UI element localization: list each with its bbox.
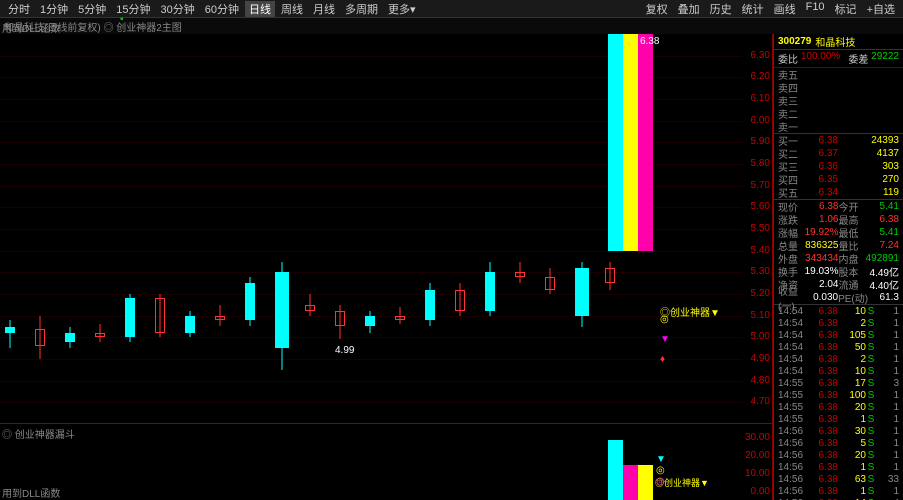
chart-area[interactable]: 6.306.206.106.005.905.805.705.605.505.40… (0, 34, 773, 500)
tick-row: 14:546.382S1 (774, 353, 903, 365)
tick-row: 14:556.3820S1 (774, 401, 903, 413)
sub-bar (608, 440, 623, 500)
signal-icon: ▼ (660, 334, 670, 345)
timeframe-6[interactable]: 日线 (245, 1, 275, 17)
tool-4[interactable]: 画线 (770, 1, 800, 17)
timeframe-7[interactable]: 周线 (277, 1, 307, 17)
tick-row: 14:556.3817S3 (774, 377, 903, 389)
tick-row: 14:546.3810S1 (774, 305, 903, 317)
tool-5[interactable]: F10 (802, 1, 829, 17)
tick-row: 14:566.3820S1 (774, 449, 903, 461)
tick-row: 14:546.3810S1 (774, 365, 903, 377)
tick-row: 14:566.381S1 (774, 485, 903, 497)
tool-0[interactable]: 复权 (642, 1, 672, 17)
limit-bar (608, 34, 623, 251)
timeframe-9[interactable]: 多周期 (341, 1, 382, 17)
signal-icon: ♦ (660, 354, 665, 365)
sub-chart[interactable]: ◎ 创业神器漏斗30.0020.0010.000.00▼◎◎◎创业神器▼用到DL… (0, 424, 772, 500)
stock-code: 300279 (778, 36, 811, 47)
sub-bar (638, 465, 653, 500)
timeframe-2[interactable]: 5分钟 (74, 1, 110, 17)
level-row: 卖一 (774, 120, 903, 133)
tick-row: 14:546.38105S1 (774, 329, 903, 341)
timeframe-5[interactable]: 60分钟 (201, 1, 243, 17)
timeframe-1[interactable]: 1分钟 (36, 1, 72, 17)
sub-bar (623, 465, 638, 500)
stock-header[interactable]: 300279 和晶科技 (774, 34, 903, 50)
timeframe-4[interactable]: 30分钟 (157, 1, 199, 17)
chart-title-bar: 和晶科技(日线前复权) ◎ 创业神器2主图 (0, 18, 903, 34)
tick-row: 14:546.3850S1 (774, 341, 903, 353)
signal-icon: ◎ (660, 314, 669, 325)
timeframe-toolbar: 分时1分钟5分钟15分钟30分钟60分钟日线周线月线多周期更多▾ 复权叠加历史统计… (0, 0, 903, 18)
tick-row: 14:556.38100S1 (774, 389, 903, 401)
main-chart[interactable]: 6.306.206.106.005.905.805.705.605.505.40… (0, 34, 772, 424)
limit-bar (623, 34, 638, 251)
tick-row: 14:566.381S1 (774, 461, 903, 473)
tick-row: 14:566.3863S33 (774, 473, 903, 485)
tick-row: 14:566.385S1 (774, 437, 903, 449)
timeframe-0[interactable]: 分时 (4, 1, 34, 17)
info-row: 收益(一)0.030PE(动)61.3 (774, 291, 903, 304)
tick-row: 14:546.382S1 (774, 317, 903, 329)
timeframe-8[interactable]: 月线 (309, 1, 339, 17)
tool-2[interactable]: 历史 (706, 1, 736, 17)
quote-panel: 300279 和晶科技 委比 100.00% 委差 29222 卖五卖四卖三卖二… (773, 34, 903, 500)
tick-row: 14:566.3830S1 (774, 425, 903, 437)
tick-row: 14:556.381S1 (774, 413, 903, 425)
tool-3[interactable]: 统计 (738, 1, 768, 17)
stock-name: 和晶科技 (815, 34, 855, 49)
timeframe-10[interactable]: 更多▾ (384, 1, 420, 17)
tool-1[interactable]: 叠加 (674, 1, 704, 17)
limit-bar (638, 34, 653, 251)
timeframe-3[interactable]: 15分钟 (112, 1, 154, 17)
commit-ratio: 委比 100.00% 委差 29222 (774, 50, 903, 68)
tool-6[interactable]: 标记 (831, 1, 861, 17)
tool-7[interactable]: +自选 (863, 1, 899, 17)
level-row: 买五6.34119 (774, 186, 903, 199)
